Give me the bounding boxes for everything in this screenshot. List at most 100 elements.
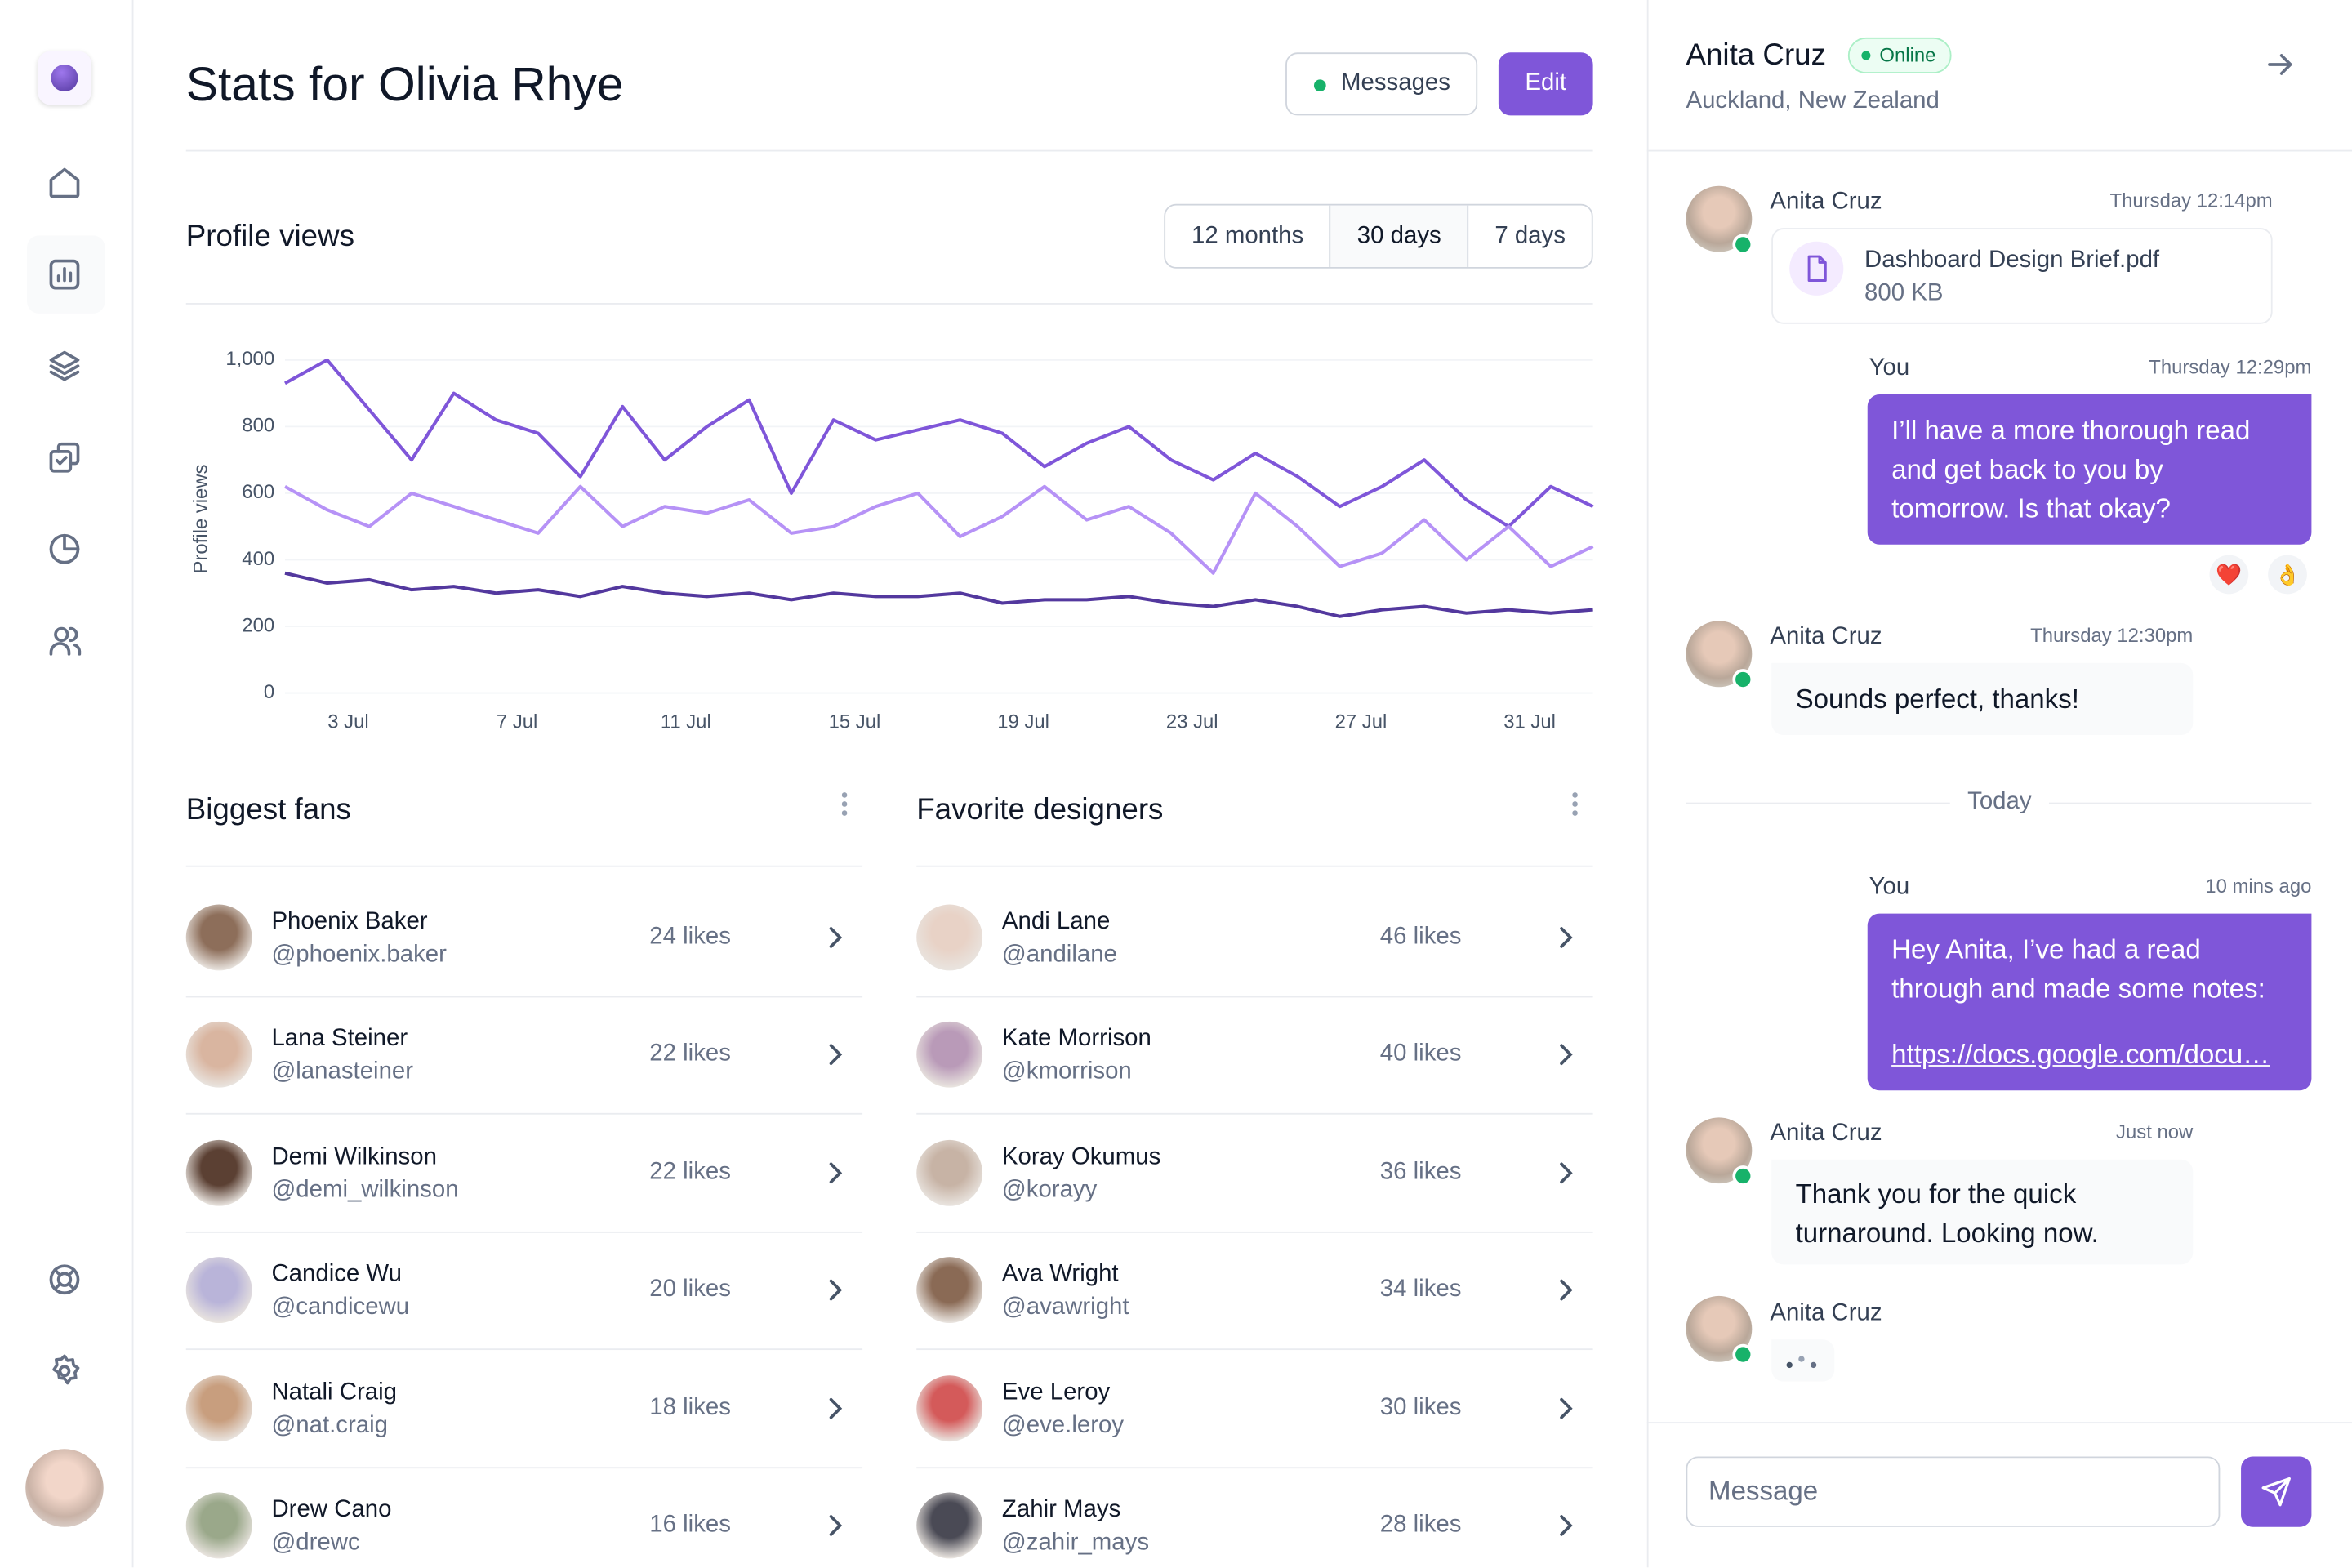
avatar [916, 1492, 983, 1559]
support-icon[interactable] [47, 1262, 82, 1298]
fan-handle: @eve.leroy [1001, 1412, 1125, 1438]
chevron[interactable] [1552, 1159, 1579, 1186]
chevron[interactable] [1552, 1394, 1579, 1421]
kebab-menu[interactable] [840, 791, 849, 817]
pie-icon[interactable] [47, 531, 82, 567]
fan-name: Demi Wilkinson [271, 1144, 437, 1170]
fan-name: Lana Steiner [271, 1027, 408, 1053]
tasks-icon[interactable] [47, 439, 82, 475]
logo[interactable] [37, 51, 92, 105]
likes: 46 likes [1379, 924, 1462, 950]
tab[interactable]: 30 days [1330, 205, 1468, 267]
chevron[interactable] [822, 924, 849, 951]
fan-handle: @avawright [1001, 1294, 1129, 1321]
avatar [916, 1022, 983, 1089]
chevron[interactable] [1552, 1512, 1579, 1539]
fan-name: Koray Okumus [1001, 1144, 1161, 1170]
chevron[interactable] [822, 1276, 849, 1303]
message-text: Hey Anita, I’ve had a read through and m… [1891, 934, 2265, 1004]
likes: 24 likes [649, 924, 731, 950]
chevron[interactable] [1552, 1276, 1579, 1303]
likes: 28 likes [1379, 1512, 1462, 1538]
online-dot [1732, 1343, 1754, 1365]
message-link[interactable]: https://docs.google.com/docu… [1891, 1039, 2270, 1070]
fan-name: Phoenix Baker [271, 909, 428, 935]
fan-handle: @andilane [1001, 942, 1117, 968]
their-message: Thank you for the quick turnaround. Look… [1771, 1159, 2194, 1265]
divider [185, 996, 863, 998]
chevron[interactable] [822, 1041, 849, 1068]
section-title: Profile views [185, 220, 354, 254]
chevron[interactable] [1552, 1041, 1579, 1068]
page-title: Stats for Olivia Rhye [185, 56, 624, 111]
online-dot [1732, 1165, 1754, 1187]
avatar [185, 1139, 252, 1206]
x-tick-label: 23 Jul [1166, 711, 1218, 733]
y-tick-label: 0 [264, 681, 274, 703]
timestamp: Just now [2116, 1120, 2194, 1143]
message-input[interactable]: Message [1686, 1456, 2221, 1527]
divider [916, 1466, 1593, 1468]
fan-handle: @phoenix.baker [271, 942, 447, 968]
likes: 30 likes [1379, 1394, 1462, 1420]
online-dot [1732, 669, 1754, 690]
avatar [185, 1492, 252, 1559]
fan-handle: @lanasteiner [271, 1059, 414, 1085]
chevron[interactable] [822, 1159, 849, 1186]
divider [916, 1231, 1593, 1233]
close-panel-icon[interactable] [2265, 50, 2295, 80]
divider [1646, 149, 2352, 152]
avatar [185, 904, 252, 971]
day-divider: Today [1967, 789, 2032, 815]
y-tick-label: 400 [242, 548, 274, 570]
divider [185, 1466, 863, 1468]
x-tick-label: 7 Jul [497, 711, 537, 733]
chevron[interactable] [822, 1394, 849, 1421]
author: You [1869, 874, 1910, 901]
kebab-menu[interactable] [1570, 791, 1579, 817]
users-icon[interactable] [47, 622, 82, 658]
my-message: Hey Anita, I’ve had a read through and m… [1867, 913, 2312, 1091]
likes: 16 likes [649, 1512, 731, 1538]
send-button[interactable] [2241, 1456, 2312, 1527]
y-tick-label: 200 [242, 614, 274, 636]
divider [1646, 1422, 2352, 1424]
chevron[interactable] [822, 1512, 849, 1539]
tab[interactable]: 7 days [1467, 205, 1592, 267]
y-tick-label: 600 [242, 481, 274, 503]
typing-indicator [1771, 1339, 1835, 1382]
messages-button[interactable]: Messages [1285, 52, 1478, 116]
their-message: Sounds perfect, thanks! [1771, 662, 2194, 735]
reaction: ❤️ [2209, 555, 2249, 595]
x-tick-label: 11 Jul [661, 711, 711, 733]
divider [916, 865, 1593, 867]
fan-name: Zahir Mays [1001, 1497, 1121, 1523]
avatar [185, 1257, 252, 1324]
divider [185, 1348, 863, 1351]
list-title: Favorite designers [916, 793, 1164, 827]
likes: 40 likes [1379, 1041, 1462, 1067]
divider [185, 303, 1593, 305]
layers-icon[interactable] [47, 348, 82, 384]
settings-icon[interactable] [47, 1353, 82, 1389]
contact-location: Auckland, New Zealand [1686, 88, 1940, 114]
chat-panel [1646, 0, 2352, 1568]
series-line [284, 484, 1594, 575]
fan-handle: @nat.craig [271, 1412, 388, 1438]
stats-icon[interactable] [47, 256, 82, 292]
file-card[interactable] [1771, 228, 2273, 324]
divider [916, 996, 1593, 998]
likes: 20 likes [649, 1276, 731, 1303]
home-icon[interactable] [47, 165, 82, 201]
user-avatar[interactable] [25, 1449, 104, 1527]
avatar [185, 1022, 252, 1089]
x-tick-label: 31 Jul [1503, 711, 1556, 733]
x-tick-label: 15 Jul [829, 711, 881, 733]
divider [185, 865, 863, 867]
tab[interactable]: 12 months [1165, 205, 1330, 267]
author: Anita Cruz [1770, 624, 1882, 650]
chevron[interactable] [1552, 924, 1579, 951]
edit-button[interactable]: Edit [1498, 52, 1593, 116]
